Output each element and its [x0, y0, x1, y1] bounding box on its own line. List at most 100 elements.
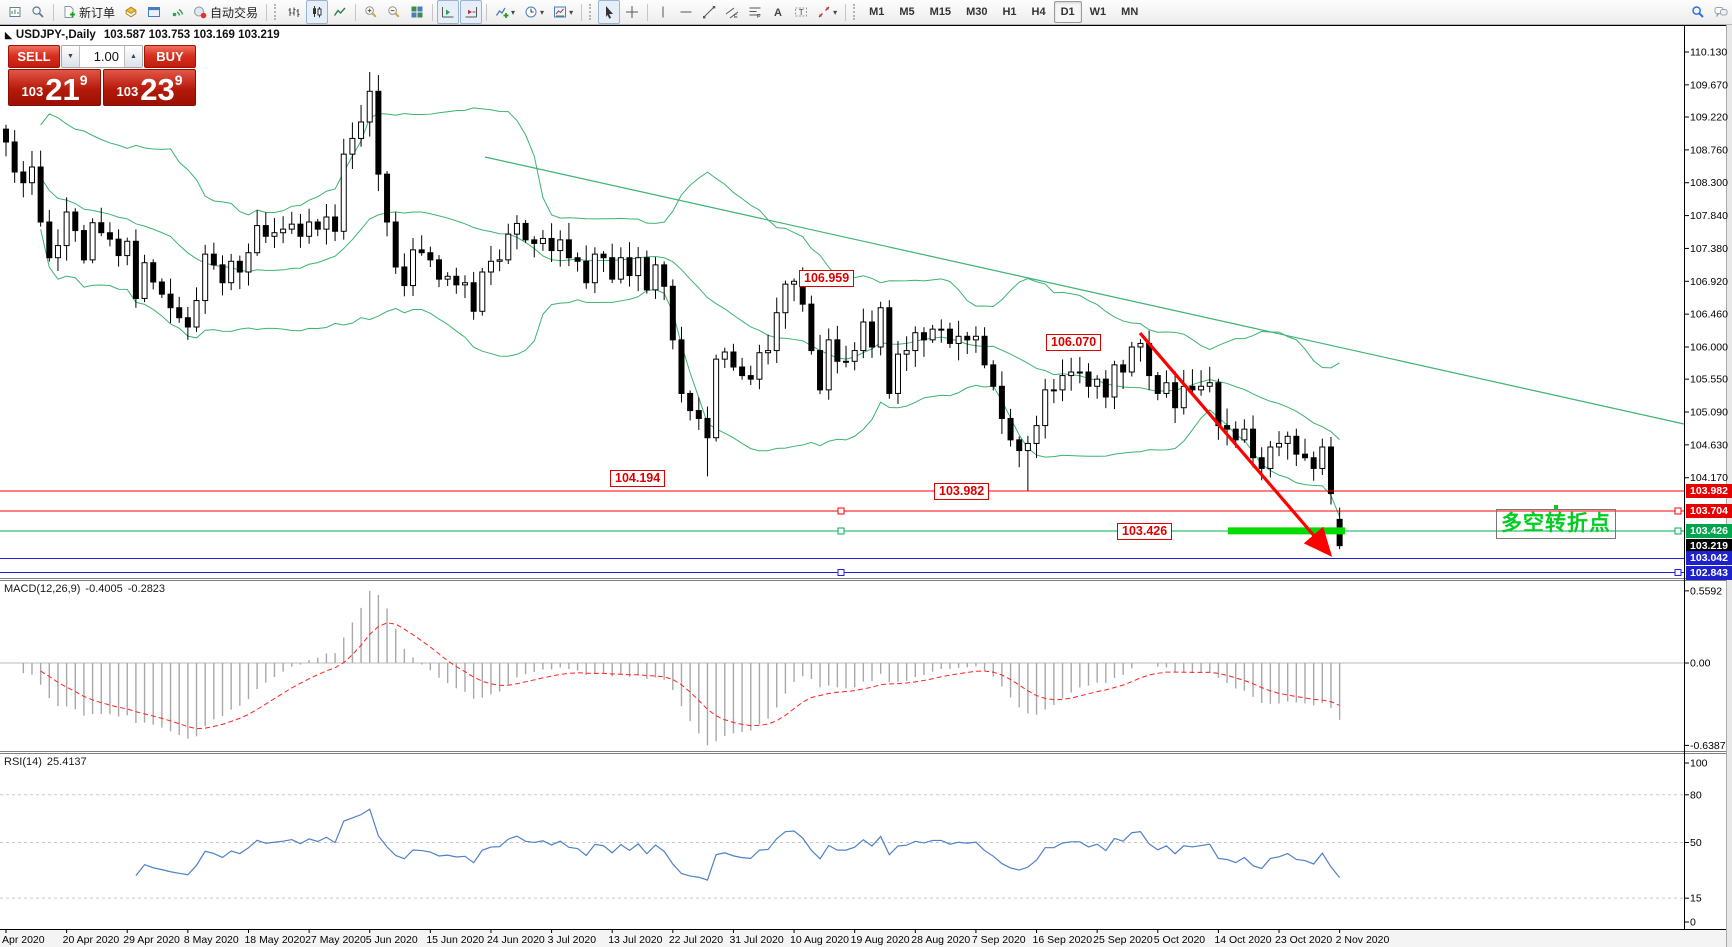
trendline-button[interactable] [698, 0, 720, 24]
toolbar-grip[interactable] [853, 4, 858, 20]
svg-text:107.840: 107.840 [1690, 210, 1728, 222]
svg-text:107.380: 107.380 [1690, 243, 1728, 255]
toolbar-grip[interactable] [589, 4, 594, 20]
chart-canvas[interactable]: 110.130 109.670 109.220 108.760 108.300 107.8… [0, 25, 1732, 947]
bid-prefix: 103 [21, 84, 44, 99]
svg-text:80: 80 [1690, 789, 1702, 801]
line-chart-icon [333, 5, 347, 19]
down-trend-arrow[interactable] [1138, 331, 1333, 557]
indicators-button[interactable]: ▾ [491, 0, 519, 24]
arrows-button[interactable]: ▾ [813, 0, 841, 24]
svg-text:108.760: 108.760 [1690, 144, 1728, 156]
text-icon: A [771, 5, 785, 19]
macd-label: MACD(12,26,9) -0.4005 -0.2823 [4, 583, 166, 595]
auto-scroll-button[interactable] [437, 0, 460, 24]
zoom-out-icon [387, 5, 401, 19]
timeframe-M5[interactable]: M5 [899, 6, 915, 18]
volume-decrease-button[interactable]: ▼ [62, 46, 80, 67]
bar-chart-button[interactable] [283, 0, 305, 24]
zoom-in-button[interactable] [360, 0, 382, 24]
timeframe-H4[interactable]: H4 [1031, 6, 1046, 18]
candlestick-chart-button[interactable] [306, 0, 329, 24]
chat-button[interactable] [1710, 0, 1732, 24]
svg-text:110.130: 110.130 [1690, 47, 1727, 59]
timeframe-M30[interactable]: M30 [966, 6, 988, 18]
volume-increase-button[interactable]: ▲ [124, 46, 142, 67]
price-callout[interactable]: 103.426 [1117, 523, 1173, 540]
timeframe-M15[interactable]: M15 [929, 6, 952, 18]
market-depth-button[interactable] [120, 0, 142, 24]
line-chart-button[interactable] [329, 0, 351, 24]
horizontal-line-icon [679, 5, 693, 19]
timeframe-D1[interactable]: D1 [1053, 1, 1082, 23]
svg-text:20 Apr 2020: 20 Apr 2020 [63, 934, 120, 946]
ask-price-box[interactable]: 103 23 9 [103, 69, 196, 106]
label-button[interactable]: T [790, 0, 812, 24]
auto-scroll-icon [441, 5, 455, 19]
bid-big: 21 [45, 72, 80, 107]
bid-price-box[interactable]: 103 21 9 [8, 69, 101, 106]
turning-point-annotation[interactable]: 多空转折点 [1496, 505, 1616, 539]
price-callout[interactable]: 103.982 [934, 483, 990, 500]
horizontal-line-button[interactable] [675, 0, 697, 24]
new-chart-button[interactable] [4, 0, 26, 24]
annotation-anchor-dot[interactable] [1554, 505, 1558, 509]
svg-text:19 Aug 2020: 19 Aug 2020 [851, 934, 910, 946]
terminal-icon [147, 5, 161, 19]
toolbar-grip[interactable] [274, 4, 279, 20]
periods-button[interactable]: ▾ [520, 0, 548, 24]
channel-button[interactable]: E [721, 0, 743, 24]
svg-text:50: 50 [1690, 837, 1702, 849]
axis-price-tag: 103.042 [1686, 551, 1732, 566]
chart-window[interactable]: 110.130 109.670 109.220 108.760 108.300 107.8… [0, 25, 1732, 947]
terminal-button[interactable] [143, 0, 165, 24]
ask-prefix: 103 [116, 84, 139, 99]
chevron-down-icon[interactable]: ▾ [540, 7, 545, 17]
one-click-trading-panel: SELL ▼ 1.00 ▲ BUY 103 21 9 103 23 9 [8, 45, 196, 106]
svg-text:25 Sep 2020: 25 Sep 2020 [1093, 934, 1153, 946]
timeframe-W1[interactable]: W1 [1089, 6, 1107, 18]
zoom-out-button[interactable] [383, 0, 405, 24]
fibonacci-button[interactable]: F [744, 0, 766, 24]
templates-icon [553, 5, 567, 19]
horizontal-price-lines[interactable] [0, 490, 1684, 577]
chart-shift-button[interactable] [460, 0, 483, 24]
descending-trendline[interactable] [484, 156, 1685, 425]
price-callout[interactable]: 106.070 [1046, 334, 1102, 351]
new-order-button[interactable]: 新订单 [58, 0, 119, 24]
svg-text:106.460: 106.460 [1690, 309, 1728, 321]
toolbar-separator [647, 3, 649, 21]
autotrading-button[interactable]: 自动交易 [189, 0, 262, 24]
profiles-button[interactable] [27, 0, 49, 24]
chevron-down-icon[interactable]: ▾ [511, 7, 516, 17]
vertical-line-button[interactable] [652, 0, 674, 24]
price-callout[interactable]: 106.959 [799, 270, 855, 287]
chart-shift-icon [464, 5, 478, 19]
svg-text:15: 15 [1690, 893, 1702, 905]
cursor-button[interactable] [598, 0, 621, 24]
chevron-down-icon[interactable]: ▾ [569, 7, 574, 17]
svg-text:23 Oct 2020: 23 Oct 2020 [1275, 934, 1332, 946]
svg-text:108.300: 108.300 [1690, 177, 1728, 189]
buy-button[interactable]: BUY [144, 45, 196, 68]
templates-button[interactable]: ▾ [549, 0, 577, 24]
timeframe-H1[interactable]: H1 [1002, 6, 1017, 18]
svg-text:5 Jun 2020: 5 Jun 2020 [366, 934, 418, 946]
chevron-down-icon[interactable]: ▾ [833, 7, 838, 17]
sell-button[interactable]: SELL [8, 45, 60, 68]
volume-value[interactable]: 1.00 [93, 49, 119, 64]
zoom-in-icon [364, 5, 378, 19]
one-click-collapse-icon[interactable]: ◣ [5, 30, 12, 40]
crosshair-button[interactable] [621, 0, 643, 24]
support-zone-bar[interactable] [1228, 527, 1345, 535]
timeframe-MN[interactable]: MN [1121, 6, 1139, 18]
toolbar-separator [432, 3, 434, 21]
search-button[interactable] [1687, 0, 1709, 24]
tile-windows-button[interactable] [406, 0, 428, 24]
signals-button[interactable] [166, 0, 188, 24]
price-callout[interactable]: 104.194 [610, 470, 666, 487]
svg-text:106.000: 106.000 [1690, 342, 1728, 354]
text-button[interactable]: A [767, 0, 789, 24]
timeframe-M1[interactable]: M1 [869, 6, 885, 18]
axis-price-tag: 102.843 [1686, 565, 1732, 580]
